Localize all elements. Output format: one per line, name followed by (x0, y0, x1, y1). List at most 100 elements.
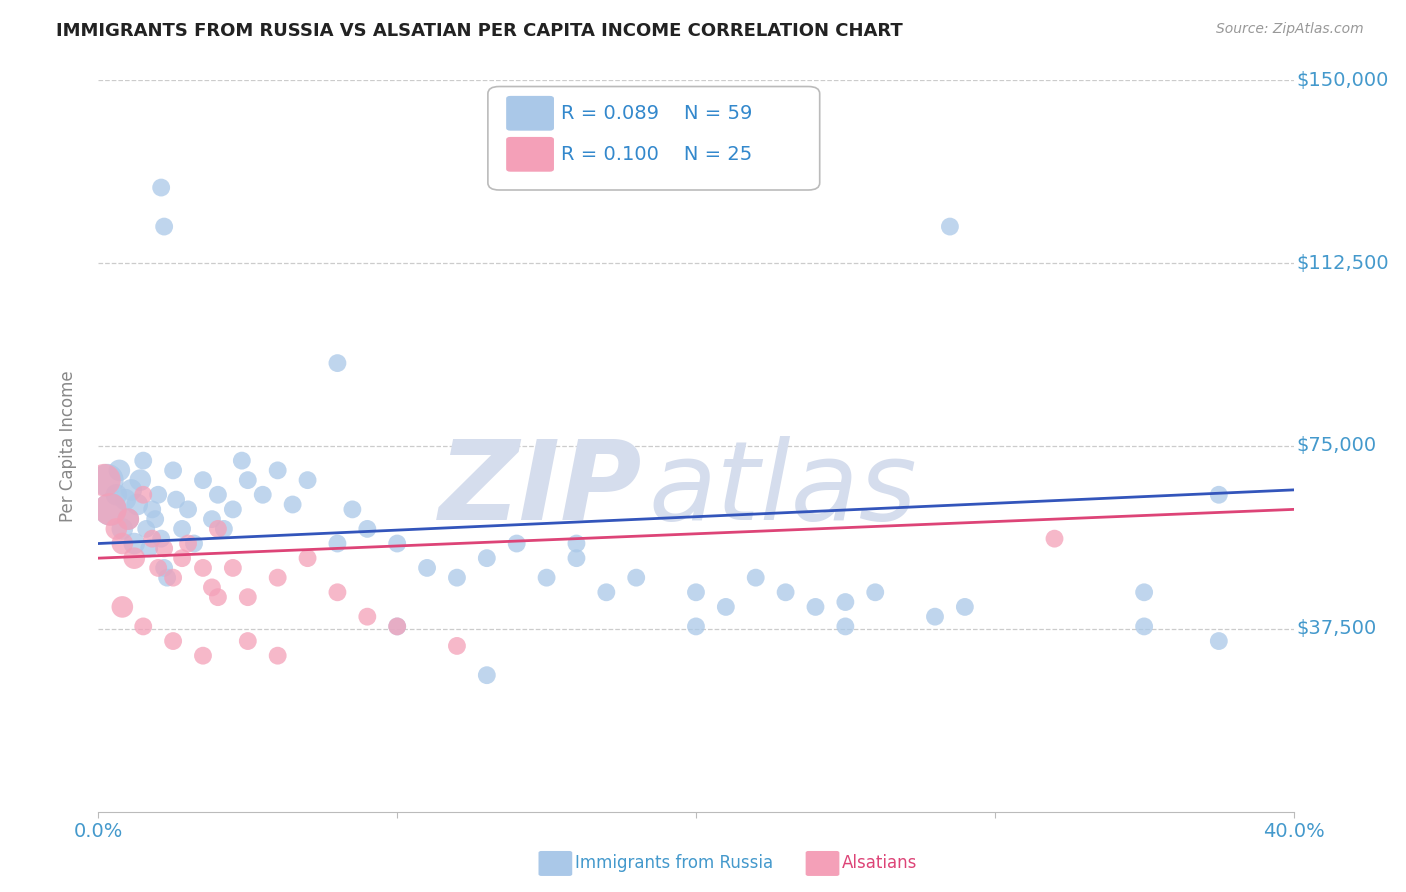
Point (924, 609, 946, 624)
Point (111, 599, 134, 614)
Point (127, 498, 149, 512)
Point (326, 356, 349, 370)
Point (141, 532, 163, 546)
Text: ZIP: ZIP (439, 436, 643, 543)
Point (162, 571, 184, 585)
Point (117, 512, 139, 526)
Point (162, 634, 184, 648)
Point (385, 536, 409, 550)
Point (165, 492, 187, 507)
Point (953, 599, 976, 614)
Point (105, 522, 128, 536)
Point (98, 502, 122, 516)
Point (98, 502, 122, 516)
Point (685, 585, 707, 599)
Point (108, 463, 131, 477)
Point (111, 536, 134, 550)
Point (207, 590, 229, 604)
Point (207, 522, 229, 536)
Point (446, 571, 468, 585)
Point (1208, 488, 1230, 502)
Point (141, 502, 163, 516)
Point (177, 502, 200, 516)
Point (281, 498, 304, 512)
Point (416, 561, 439, 575)
Point (150, 532, 173, 546)
Text: $75,000: $75,000 (1296, 436, 1376, 456)
Point (132, 619, 155, 633)
Point (356, 609, 378, 624)
Point (506, 536, 529, 550)
Point (267, 571, 290, 585)
Point (236, 590, 259, 604)
Point (267, 648, 290, 663)
Point (1133, 585, 1156, 599)
Point (356, 522, 378, 536)
Text: $112,500: $112,500 (1296, 253, 1389, 273)
Point (385, 619, 409, 633)
Point (626, 571, 648, 585)
Point (156, 571, 179, 585)
Point (183, 536, 205, 550)
Point (162, 463, 184, 477)
Point (135, 522, 157, 536)
Point (342, 502, 364, 516)
Point (267, 463, 290, 477)
Point (124, 551, 146, 566)
Point (129, 473, 152, 487)
Point (565, 551, 588, 566)
Point (117, 512, 139, 526)
Text: Alsatians: Alsatians (842, 855, 918, 872)
Point (231, 453, 253, 467)
Point (148, 488, 170, 502)
Point (201, 512, 224, 526)
Y-axis label: Per Capita Income: Per Capita Income (59, 370, 77, 522)
Point (252, 488, 274, 502)
Point (114, 492, 136, 507)
Point (191, 561, 214, 575)
Point (222, 502, 245, 516)
Point (775, 585, 797, 599)
Point (865, 585, 887, 599)
Point (326, 585, 349, 599)
Point (212, 522, 235, 536)
Point (565, 536, 588, 550)
Point (96, 473, 118, 487)
Point (475, 551, 498, 566)
Point (714, 599, 737, 614)
Point (446, 639, 468, 653)
Point (536, 571, 558, 585)
Point (120, 483, 142, 497)
Point (834, 619, 856, 633)
Text: IMMIGRANTS FROM RUSSIA VS ALSATIAN PER CAPITA INCOME CORRELATION CHART: IMMIGRANTS FROM RUSSIA VS ALSATIAN PER C… (56, 22, 903, 40)
Point (1208, 634, 1230, 648)
Point (297, 551, 319, 566)
Text: atlas: atlas (648, 436, 917, 543)
Point (111, 522, 134, 536)
Point (222, 561, 245, 575)
Point (297, 473, 319, 487)
Point (191, 473, 214, 487)
Point (326, 536, 349, 550)
Point (124, 536, 146, 550)
Point (385, 619, 409, 633)
Point (153, 219, 176, 234)
Point (153, 561, 176, 575)
Text: R = 0.089    N = 59: R = 0.089 N = 59 (561, 103, 752, 123)
Point (834, 595, 856, 609)
Point (93, 473, 115, 487)
Point (1043, 532, 1066, 546)
Point (132, 488, 155, 502)
Point (172, 522, 194, 536)
Point (177, 536, 200, 550)
Point (148, 561, 170, 575)
Point (143, 512, 166, 526)
Point (153, 541, 176, 556)
Point (595, 585, 617, 599)
Point (236, 634, 259, 648)
Text: Immigrants from Russia: Immigrants from Russia (575, 855, 773, 872)
Text: $37,500: $37,500 (1296, 619, 1376, 639)
Point (138, 541, 160, 556)
Point (1133, 619, 1156, 633)
Text: $150,000: $150,000 (1296, 70, 1388, 90)
